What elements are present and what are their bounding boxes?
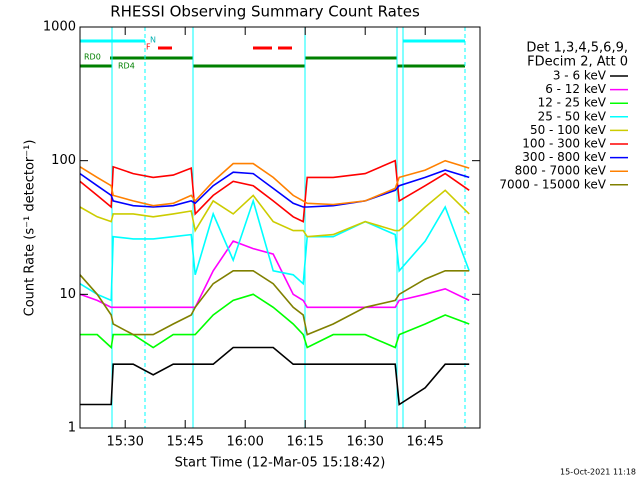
y-tick-label: 10: [59, 287, 76, 302]
x-tick-label: 16:00: [226, 435, 263, 450]
legend-title: Det 1,3,4,5,6,9,: [526, 41, 628, 56]
x-tick-label: 15:30: [106, 435, 143, 450]
flag-label: N: [150, 36, 156, 45]
legend-label: 25 - 50 keV: [538, 109, 607, 123]
y-tick-label: 100: [51, 153, 76, 168]
flags: [80, 39, 465, 68]
x-tick-label: 16:45: [406, 435, 443, 450]
x-tick-label: 16:30: [346, 435, 383, 450]
footer: 15-Oct-2021 11:18: [560, 468, 636, 477]
legend-label: 300 - 800 keV: [522, 150, 606, 164]
legend-label: 50 - 100 keV: [530, 123, 607, 137]
flag-label: RD4: [118, 62, 135, 71]
y-axis-label: Count Rate (s⁻¹ detector⁻¹): [23, 140, 38, 317]
boundaries: [111, 27, 466, 428]
legend-title: FDecim 2, Att 0: [527, 55, 628, 70]
chart-title: RHESSI Observing Summary Count Rates: [110, 3, 420, 21]
legend-label: 6 - 12 keV: [545, 82, 607, 96]
y-tick-label: 1: [68, 421, 76, 436]
series-line: [79, 169, 470, 208]
series-line: [79, 270, 470, 336]
series-line: [80, 293, 470, 350]
series-line: [80, 346, 470, 406]
plot-frame: [79, 26, 481, 429]
flag-label: RD0: [84, 53, 101, 62]
legend-label: 800 - 7000 keV: [515, 164, 607, 178]
x-axis-label: Start Time (12-Mar-05 15:18:42): [175, 456, 386, 471]
legend-label: 12 - 25 keV: [538, 96, 607, 110]
series-line: [79, 240, 470, 309]
x-tick-label: 16:15: [286, 435, 323, 450]
y-tick-label: 1000: [43, 20, 76, 35]
x-tick-label: 15:45: [166, 435, 203, 450]
series-line: [79, 189, 470, 238]
series-line: [79, 159, 470, 207]
legend-label: 3 - 6 keV: [553, 69, 607, 83]
flag-label: F: [146, 43, 151, 52]
series-line: [79, 198, 470, 302]
series-line: [79, 159, 470, 223]
legend-label: 7000 - 15000 keV: [499, 177, 606, 191]
legend-label: 100 - 300 keV: [522, 137, 606, 151]
